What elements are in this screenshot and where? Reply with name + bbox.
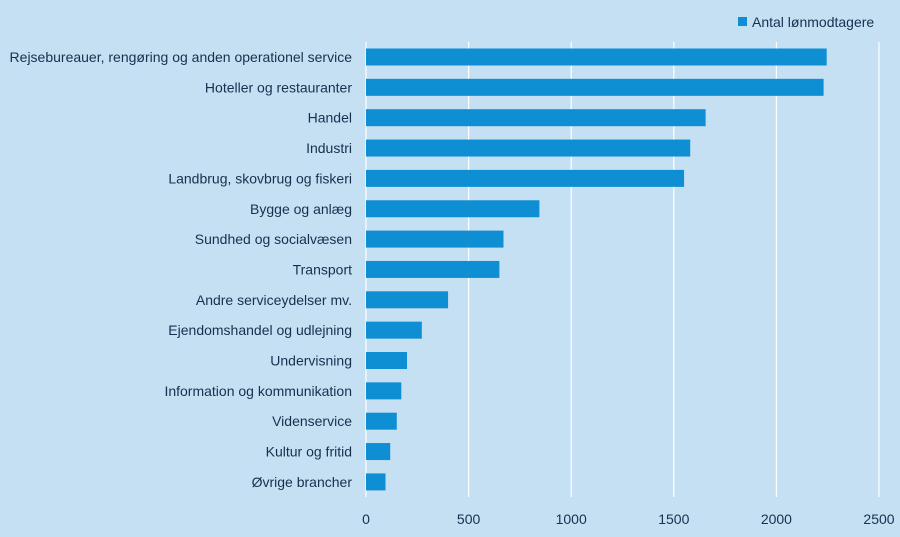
bar xyxy=(366,291,449,309)
category-label: Ejendomshandel og udlejning xyxy=(168,322,352,338)
category-label: Videnservice xyxy=(272,413,352,429)
x-tick-label: 0 xyxy=(362,511,370,527)
bar xyxy=(366,169,685,187)
bars xyxy=(366,48,827,491)
category-label: Sundhed og socialvæsen xyxy=(195,231,352,247)
bar xyxy=(366,139,691,157)
bar xyxy=(366,443,391,461)
x-tick-label: 2000 xyxy=(761,511,792,527)
x-tick-label: 500 xyxy=(457,511,481,527)
category-label: Kultur og fritid xyxy=(266,444,352,460)
bar xyxy=(366,473,386,491)
bar xyxy=(366,352,408,369)
legend-swatch xyxy=(738,17,747,26)
category-label: Rejsebureauer, rengøring og anden operat… xyxy=(10,49,353,65)
category-label: Øvrige brancher xyxy=(252,474,353,490)
bar xyxy=(366,321,422,339)
category-label: Landbrug, skovbrug og fiskeri xyxy=(168,170,352,186)
category-label: Industri xyxy=(306,140,352,156)
category-label: Transport xyxy=(293,261,353,277)
legend: Antal lønmodtagere xyxy=(738,14,874,30)
x-axis-tick-labels: 0 500 1000 1500 2000 2500 xyxy=(362,511,895,527)
bar xyxy=(366,230,504,248)
category-label: Hoteller og restauranter xyxy=(205,79,352,95)
bar xyxy=(366,109,706,127)
category-label: Information og kommunikation xyxy=(164,383,352,399)
x-tick-label: 2500 xyxy=(863,511,894,527)
x-tick-label: 1500 xyxy=(658,511,689,527)
bar xyxy=(366,412,397,430)
category-label: Andre serviceydelser mv. xyxy=(196,292,352,308)
x-tick-label: 1000 xyxy=(556,511,587,527)
category-label: Undervisning xyxy=(270,353,352,369)
category-labels: Rejsebureauer, rengøring og anden operat… xyxy=(10,49,353,490)
legend-label: Antal lønmodtagere xyxy=(752,14,874,30)
bar xyxy=(366,382,402,400)
category-label: Bygge og anlæg xyxy=(250,201,352,217)
bar xyxy=(366,200,540,218)
bar xyxy=(366,78,824,96)
category-label: Handel xyxy=(308,110,352,126)
bar xyxy=(366,48,827,66)
bar xyxy=(366,260,500,278)
